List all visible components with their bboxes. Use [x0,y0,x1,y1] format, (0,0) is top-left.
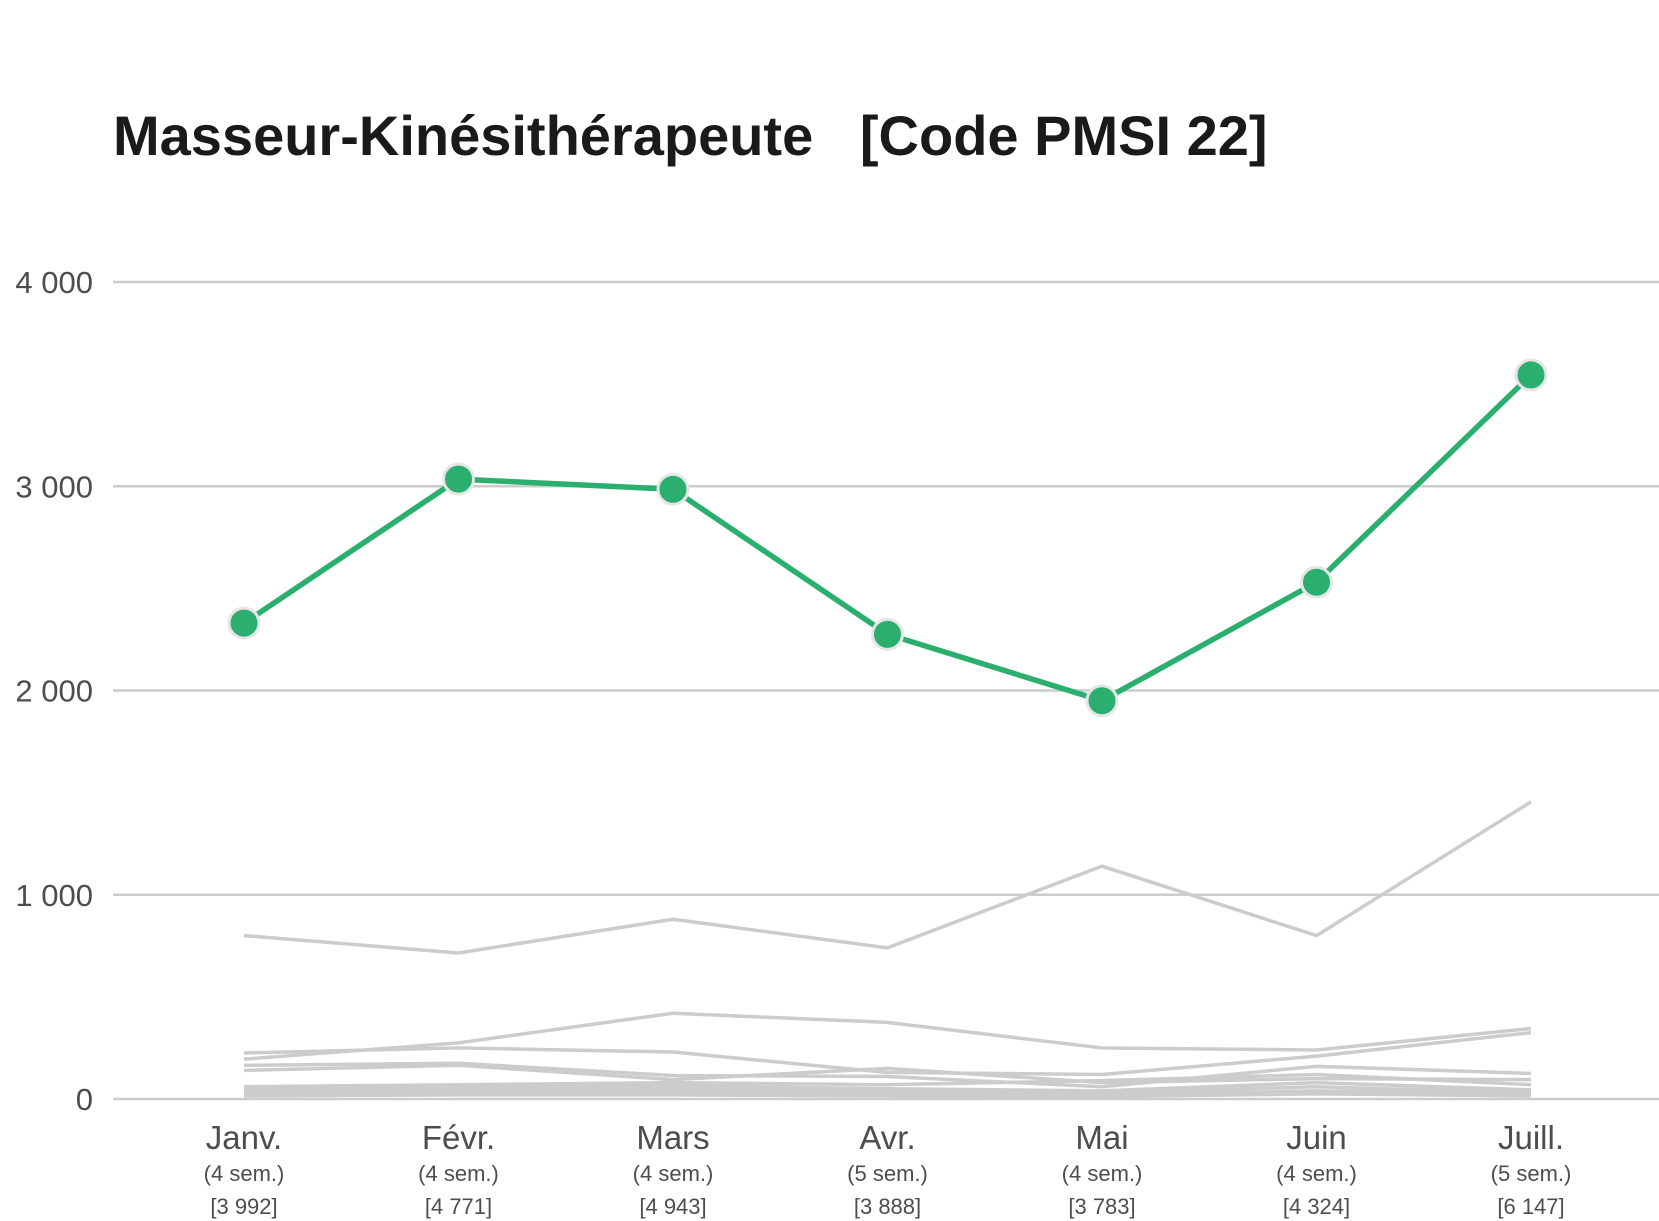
highlight-point [871,617,904,651]
chart-title: Masseur-Kinésithérapeute [Code PMSI 22] [113,104,1268,167]
x-tick-total: [3 992] [210,1194,277,1219]
highlight-point [656,472,690,506]
x-tick-label: Mai [1075,1119,1128,1156]
highlight-point [1300,565,1333,599]
x-tick-weeks: (5 sem.) [847,1161,928,1186]
x-tick-weeks: (4 sem.) [204,1161,285,1186]
y-tick-label: 1 000 [15,878,93,913]
y-tick-label: 3 000 [15,469,93,504]
background-series-line [243,1089,1532,1097]
x-tick-total: [6 147] [1497,1194,1564,1219]
x-axis-ticks: Janv. (4 sem.) [3 992] Févr. (4 sem.) [4 771]… [204,1119,1572,1219]
highlight-series-group [227,358,1548,718]
x-tick-label: Juill. [1498,1119,1564,1156]
x-tick-total: [3 888] [854,1194,921,1219]
highlight-point [1514,358,1548,392]
y-tick-label: 2 000 [15,674,93,709]
x-tick-total: [3 783] [1068,1194,1135,1219]
x-tick-weeks: (4 sem.) [633,1161,714,1186]
background-series-line [243,1072,1532,1089]
x-tick-label: Janv. [206,1119,282,1156]
highlight-series-line [242,372,1533,704]
background-series-line [243,1061,1532,1089]
x-tick-weeks: (5 sem.) [1491,1161,1572,1186]
x-tick-weeks: (4 sem.) [1276,1161,1357,1186]
highlight-point [442,462,475,496]
background-series-line [243,1092,1532,1099]
x-tick-label: Févr. [422,1119,495,1156]
background-series-line [243,1080,1532,1093]
background-series-line [243,1063,1532,1085]
grid-lines [113,280,1659,1101]
x-tick-weeks: (4 sem.) [1062,1161,1143,1186]
highlight-point [227,606,261,640]
highlight-point [1085,684,1119,718]
background-series-line [243,1011,1532,1061]
y-axis-ticks: 0 1 000 2 000 3 000 4 000 [15,265,93,1117]
background-series-line [243,1030,1532,1077]
x-tick-label: Juin [1286,1119,1347,1156]
y-tick-label: 4 000 [15,265,93,300]
background-series-line [243,1084,1532,1095]
x-tick-label: Mars [636,1119,709,1156]
x-tick-total: [4 324] [1283,1194,1350,1219]
x-tick-total: [4 771] [425,1194,492,1219]
y-tick-label: 0 [76,1082,93,1117]
background-series-line [243,800,1532,955]
x-tick-total: [4 943] [639,1194,706,1219]
background-series-group [243,800,1532,1099]
x-tick-label: Avr. [859,1119,915,1156]
x-tick-weeks: (4 sem.) [418,1161,499,1186]
